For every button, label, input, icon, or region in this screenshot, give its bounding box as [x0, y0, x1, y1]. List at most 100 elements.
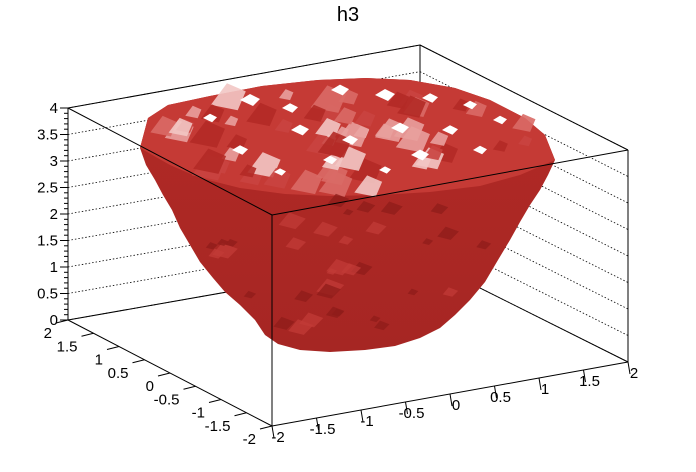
y-tick — [106, 346, 120, 350]
x-tick-label: -1 — [360, 413, 373, 430]
surface-patch — [226, 134, 248, 150]
surface-patch — [452, 98, 470, 112]
y-tick-label: -2 — [243, 431, 256, 448]
surface-hole — [422, 93, 438, 103]
surface-patch — [354, 175, 383, 197]
x-tick-label: 0 — [452, 397, 460, 414]
y-tick-label: 2 — [44, 325, 52, 342]
surface-patch — [429, 131, 449, 146]
surface-hole — [323, 155, 337, 165]
surface-patch — [303, 104, 326, 122]
surface-hole — [240, 94, 260, 106]
surface-patch — [338, 235, 354, 245]
x-tick-label: 1.5 — [579, 373, 600, 390]
surface-hole — [473, 145, 487, 155]
surface-patch — [338, 89, 359, 105]
surface-patch — [365, 221, 387, 235]
surface-hole — [442, 125, 458, 135]
x-tick — [271, 425, 275, 439]
surface-patch — [243, 290, 257, 299]
surface-patch — [274, 119, 293, 133]
x-tick — [627, 361, 631, 375]
x-tick-label: -2 — [271, 429, 284, 446]
surface-hole — [291, 124, 309, 136]
surface-patch — [343, 208, 354, 216]
surface-patch — [492, 140, 508, 152]
y-tick — [234, 412, 247, 417]
x-tick-label: 2 — [630, 365, 638, 382]
y-tick — [132, 359, 145, 364]
x-tick — [583, 369, 586, 383]
surface-hole — [203, 113, 217, 123]
surface-patch — [278, 212, 306, 230]
surface-patch — [189, 120, 225, 148]
surface-patch — [294, 290, 314, 302]
z-tick-label: 3 — [50, 153, 58, 170]
surface-hole — [375, 89, 395, 101]
surface-patch — [326, 268, 338, 275]
surface-patch — [318, 170, 353, 197]
surface-patch — [247, 152, 281, 178]
y-tick — [157, 372, 171, 377]
surface-patch — [317, 131, 352, 158]
surface-patch — [334, 146, 367, 171]
surface-patch — [246, 102, 277, 127]
chart-title: h3 — [336, 4, 360, 26]
surface-patch — [422, 238, 434, 245]
y-tick — [81, 332, 94, 337]
surface-patch — [316, 283, 341, 299]
z-tick-label: 0.5 — [37, 286, 58, 303]
y-tick-label: -1 — [192, 405, 205, 422]
x-tick — [494, 385, 497, 399]
y-tick — [183, 385, 196, 390]
surface-patch — [374, 320, 390, 331]
surface-patch — [518, 135, 533, 147]
surface-patch — [512, 113, 536, 132]
surface-hole — [331, 84, 349, 96]
surface-patch — [341, 263, 362, 276]
surface-patch — [442, 287, 459, 297]
surface-hole — [463, 100, 477, 110]
y-tick — [208, 399, 222, 403]
surface-patch — [380, 201, 403, 215]
surface-patch — [423, 145, 443, 161]
surface-patches — [150, 83, 536, 335]
surface-patch — [354, 110, 376, 127]
surface-patch — [465, 100, 487, 118]
z-tick-label: 1 — [50, 259, 58, 276]
z-tick-label: 0 — [50, 312, 58, 329]
surface-patch — [397, 95, 426, 118]
x-tick — [316, 417, 319, 431]
surface-patch — [205, 242, 218, 250]
surface-patch — [185, 105, 202, 119]
surface-patch — [290, 169, 323, 195]
surface-patch — [210, 83, 246, 111]
surface-hole — [342, 135, 358, 145]
surface-patch — [476, 240, 492, 250]
y-tick-label: -1.5 — [205, 418, 231, 435]
x-tick — [538, 377, 542, 391]
surface-hole — [379, 166, 391, 174]
surface-patch — [208, 248, 225, 259]
y-tick-label: 1 — [95, 352, 103, 369]
surface-patch — [430, 203, 449, 215]
surface-patch — [369, 315, 381, 323]
x-tick — [405, 401, 408, 415]
z-tick-label: 2.5 — [37, 180, 58, 197]
surface-patch — [273, 316, 295, 330]
surface-patch — [225, 238, 238, 247]
y-tick-label: 0.5 — [108, 365, 129, 382]
x-tick-label: 0.5 — [490, 389, 511, 406]
z-tick-label: 4 — [50, 100, 58, 117]
surface-patch — [239, 164, 257, 178]
z-tick-label: 3.5 — [37, 127, 58, 144]
surface-holes — [203, 84, 507, 176]
surface-patch — [386, 91, 410, 109]
y-tick-label: -0.5 — [154, 391, 180, 408]
y-tick-label: 1.5 — [57, 338, 78, 355]
y-tick — [259, 425, 273, 430]
surface-patch — [333, 107, 357, 125]
surface-hole — [493, 115, 507, 125]
